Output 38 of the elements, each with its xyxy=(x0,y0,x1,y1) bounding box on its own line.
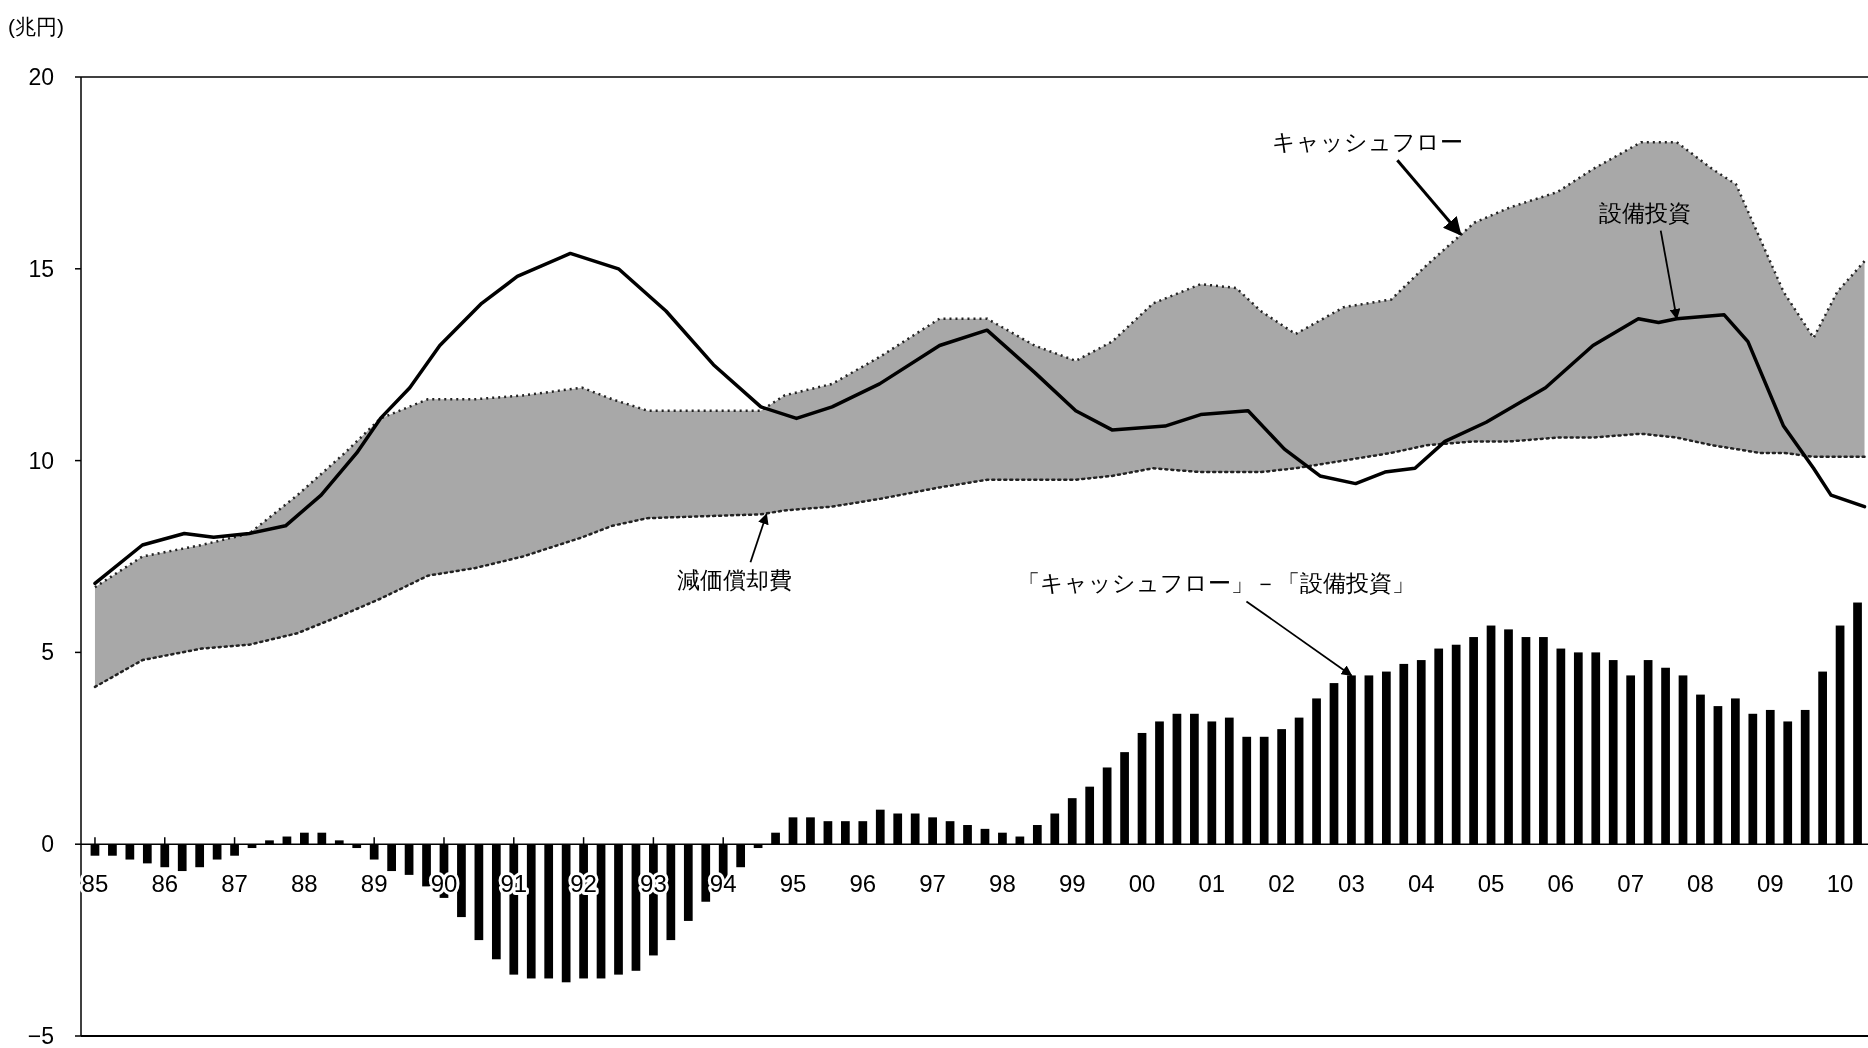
x-tick-label: 98 xyxy=(989,870,1016,898)
x-tick-label: 95 xyxy=(779,870,807,898)
x-tick-label: 86 xyxy=(151,870,179,898)
annotation: 設備投資 xyxy=(1598,199,1691,320)
x-tick-label: 09 xyxy=(1756,870,1784,898)
annotation: 「キャッシュフロー」－「設備投資」 xyxy=(1017,570,1416,677)
annotation: キャッシュフロー xyxy=(1271,129,1463,156)
y-tick-label: −5 xyxy=(27,1023,54,1048)
x-tick-label: 87 xyxy=(221,870,248,898)
x-tick-label: 85 xyxy=(81,870,109,898)
x-tick-label: 99 xyxy=(1058,870,1086,898)
x-tick-label: 02 xyxy=(1268,870,1295,898)
y-tick-label: 15 xyxy=(28,255,54,282)
y-tick-label: 10 xyxy=(28,447,54,474)
line-series xyxy=(93,432,1866,689)
annotation: 減価償却費 xyxy=(676,567,792,594)
x-tick-label: 01 xyxy=(1198,870,1226,898)
x-tick-label: 89 xyxy=(360,870,388,898)
annotation: 設備投資 xyxy=(1598,199,1691,226)
x-tick-label: 94 xyxy=(709,870,737,898)
x-tick-label: 03 xyxy=(1338,870,1365,898)
annotation: 減価償却費 xyxy=(677,513,792,594)
y-tick-label: 0 xyxy=(41,831,54,858)
x-tick-label: 97 xyxy=(919,870,946,898)
x-tick-label: 08 xyxy=(1687,870,1714,898)
annotation: 「キャッシュフロー」－「設備投資」 xyxy=(1017,570,1416,597)
annotation: キャッシュフロー xyxy=(1271,129,1463,236)
x-tick-label: 00 xyxy=(1128,870,1156,898)
y-axis-title: (兆円) xyxy=(8,15,64,38)
x-tick-label: 96 xyxy=(849,870,877,898)
y-tick-label: 20 xyxy=(28,64,54,90)
x-tick-label: 05 xyxy=(1477,870,1505,898)
x-tick-label: 88 xyxy=(291,870,318,898)
y-tick-label: 5 xyxy=(41,639,54,666)
x-tick-label: 06 xyxy=(1547,870,1575,898)
x-tick-label: 04 xyxy=(1407,870,1435,898)
x-tick-label: 07 xyxy=(1617,870,1645,898)
x-tick-label: 10 xyxy=(1826,870,1854,898)
